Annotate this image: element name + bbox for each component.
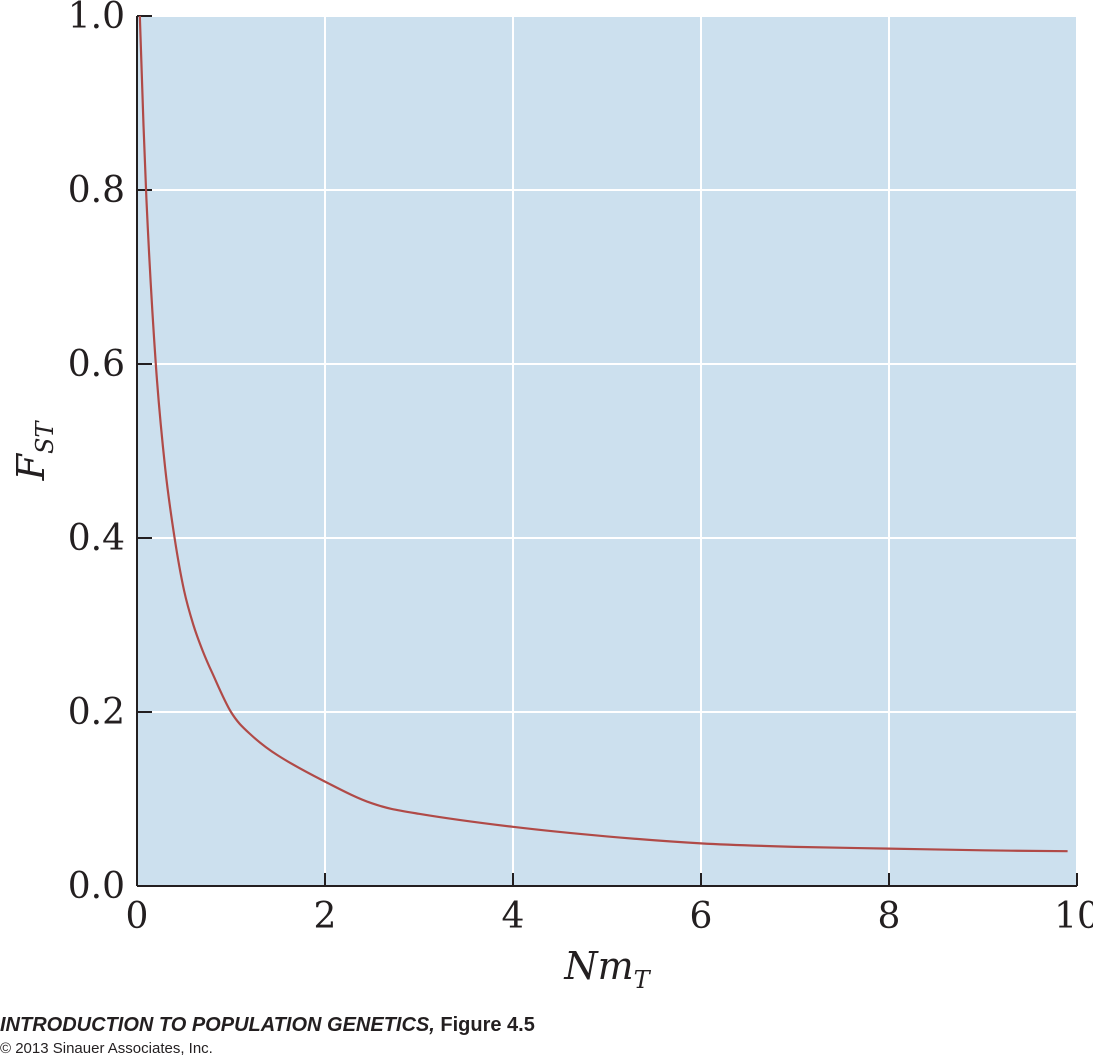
y-tick-label: 0.6 [68,344,125,385]
book-title: INTRODUCTION TO POPULATION GENETICS, [0,1014,435,1036]
x-axis-ticks: 0 2 4 6 8 10 [126,873,1093,937]
plot-area [137,16,1077,886]
chart: 0 2 4 6 8 10 0.0 0.2 0.4 0.6 0.8 1.0 NmT FST [9,0,1093,994]
y-axis-label-subscript: ST [31,420,59,454]
x-tick-label: 6 [690,896,713,937]
fst-curve [138,15,1068,853]
x-axis-label-subscript: T [634,966,652,994]
x-axis-label-main: Nm [563,944,633,988]
y-axis-ticks: 0.0 0.2 0.4 0.6 0.8 1.0 [68,0,152,907]
figure-caption: INTRODUCTION TO POPULATION GENETICS, Fig… [0,1014,535,1037]
axes [136,16,1077,887]
y-tick-label: 0.0 [68,866,125,907]
x-tick-label: 8 [878,896,901,937]
copyright-notice: © 2013 Sinauer Associates, Inc. [0,1040,213,1057]
x-axis-label: NmT [563,944,651,994]
grid-lines [137,15,1078,886]
x-tick-label: 10 [1054,896,1093,937]
figure-label: Figure 4.5 [440,1014,535,1036]
x-tick-label: 4 [502,896,525,937]
y-tick-label: 0.4 [68,518,125,559]
y-tick-label: 0.2 [68,692,125,733]
y-tick-label: 0.8 [68,170,125,211]
x-tick-label: 0 [126,896,149,937]
y-axis-label: FST [9,420,59,482]
y-tick-label: 1.0 [68,0,125,37]
y-axis-label-main: F [9,452,53,481]
x-tick-label: 2 [314,896,337,937]
